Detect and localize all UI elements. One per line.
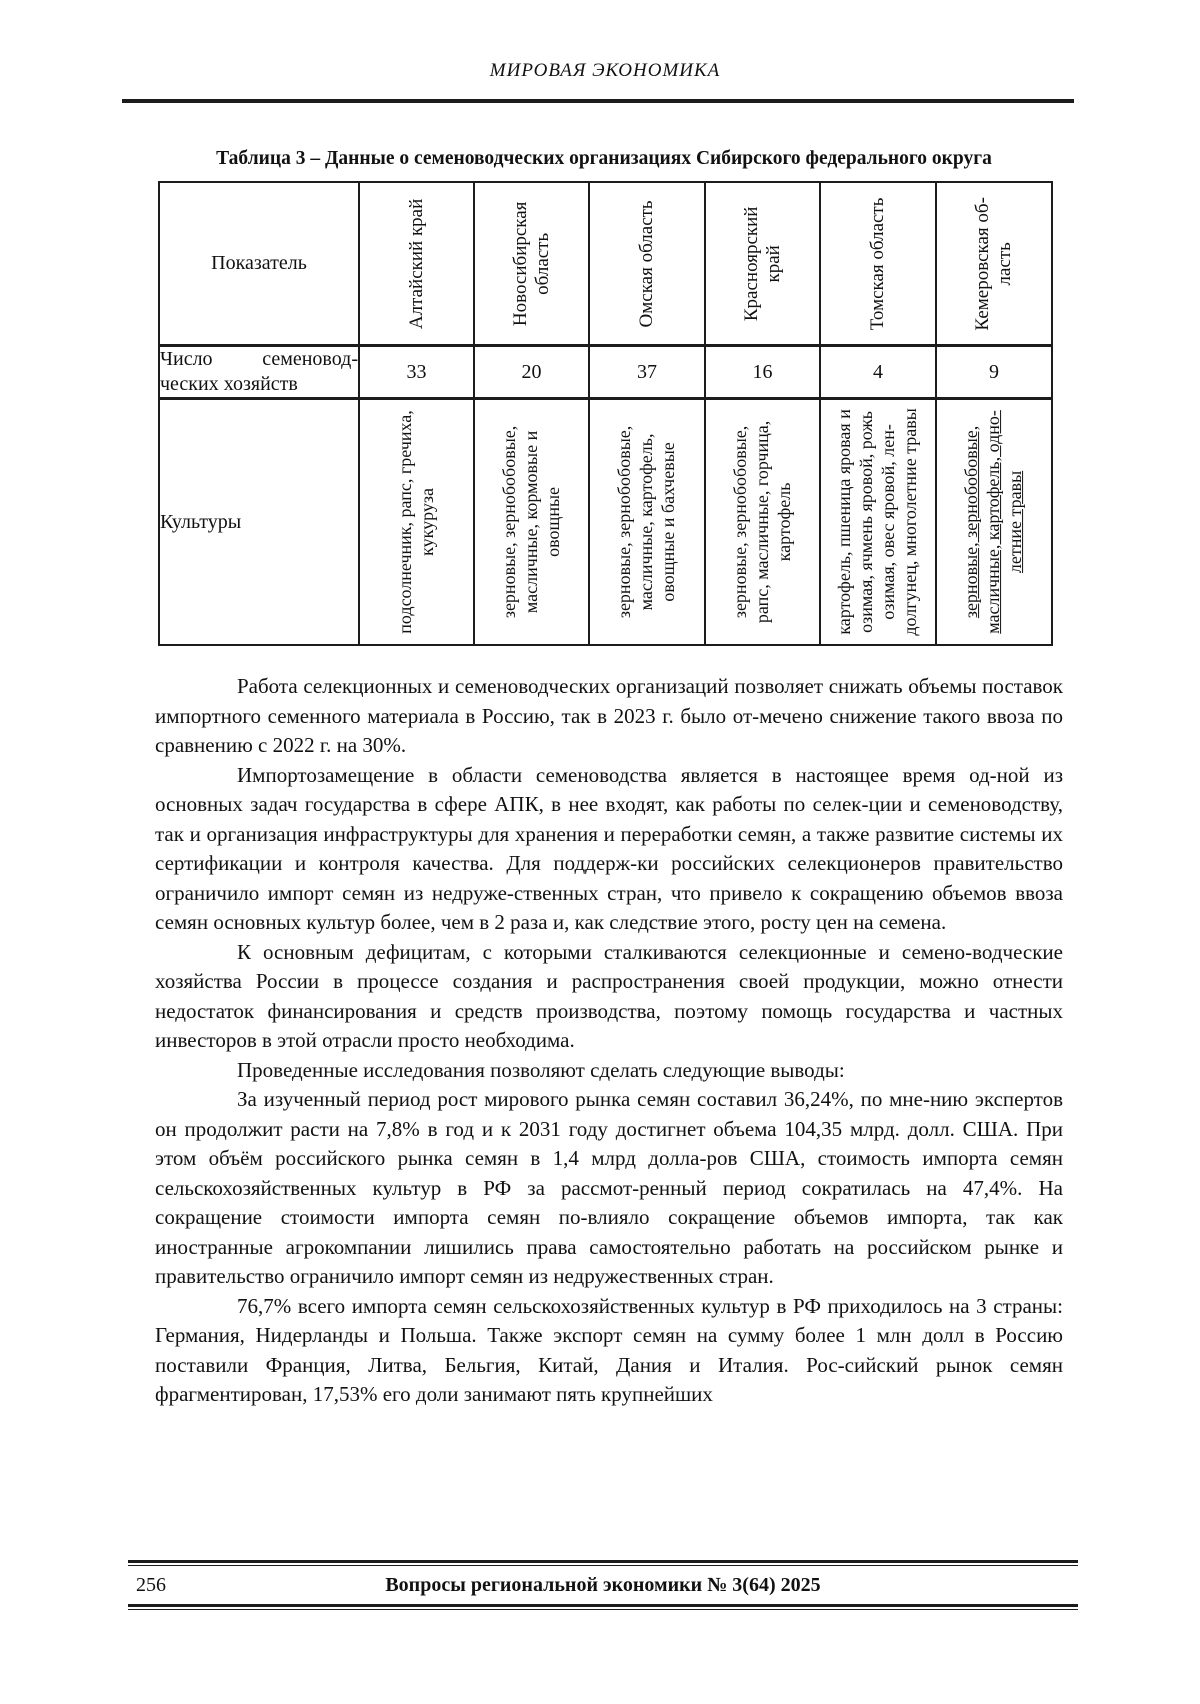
header-cell-region-altai: Алтайский край (358, 181, 475, 347)
farms-count-cell: 37 (588, 344, 706, 400)
crops-cell-krasnoyarsk: зерновые, зернобобовые, рапс, масличные,… (704, 397, 821, 646)
seed-organizations-table: Показатель Алтайский край Новосибирская … (158, 181, 1053, 646)
farms-count-cell: 9 (935, 344, 1053, 400)
header-cell-region-novosibirsk: Новосибирская область (473, 181, 590, 347)
footer-rule-bottom (128, 1604, 1078, 1610)
rotated-crops-text: зерновые, зернобобовые, масличные, карто… (614, 425, 678, 619)
header-cell-region-omsk: Омская область (588, 181, 706, 347)
rotated-crops-text: зерновые, зернобобовые, рапс, масличные,… (729, 420, 794, 624)
farms-count-cell: 20 (473, 344, 590, 400)
farms-count-row: Число семеновод-ческих хозяйств 33 20 37… (158, 344, 1053, 400)
rotated-region-label: Алтайский край (405, 198, 427, 329)
rotated-region-label: Омская область (636, 199, 658, 328)
journal-title: Вопросы региональной экономики № 3(64) 2… (385, 1574, 821, 1596)
crops-row-label: Культуры (158, 397, 360, 646)
running-head: МИРОВАЯ ЭКОНОМИКА (489, 60, 721, 81)
footer-rule-top (128, 1560, 1078, 1566)
rotated-crops-text: картофель, пшеница яровая и озимая, ячме… (834, 408, 920, 636)
article-body: Работа селекционных и семеноводческих ор… (155, 672, 1063, 1410)
rotated-crops-text-underlined: зерновые, зернобобовые, масличные, карто… (961, 410, 1025, 634)
crops-cell-novosibirsk: зерновые, зернобобовые, масличные, кормо… (473, 397, 590, 646)
rotated-region-label: Томская область (867, 197, 889, 330)
header-cell-region-kemerovo: Кемеровская об- ласть (935, 181, 1053, 347)
paragraph: Работа селекционных и семеноводческих ор… (155, 674, 1063, 757)
table-title: Таблица 3 – Данные о семеноводческих орг… (216, 148, 992, 169)
farms-row-label: Число семеновод-ческих хозяйств (158, 344, 360, 400)
paragraph: Проведенные исследования позволяют сдела… (237, 1057, 845, 1082)
crops-row: Культуры подсолнечник, рапс, гречиха, ку… (158, 397, 1053, 646)
footer: 256 Вопросы региональной экономики № 3(6… (128, 1574, 1078, 1600)
farms-count-cell: 4 (819, 344, 937, 400)
paragraph: Импортозамещение в области семеноводства… (155, 762, 1063, 935)
header-cell-indicator: Показатель (158, 181, 360, 347)
crops-cell-altai: подсолнечник, рапс, гречиха, кукуруза (358, 397, 475, 646)
paragraph: 76,7% всего импорта семян сельскохозяйст… (155, 1293, 1063, 1407)
rotated-region-label: Новосибирская область (509, 201, 553, 326)
rotated-crops-text: подсолнечник, рапс, гречиха, кукуруза (394, 410, 437, 634)
header-cell-region-tomsk: Томская область (819, 181, 937, 347)
paragraph: К основным дефицитам, с которыми сталкив… (155, 939, 1063, 1053)
farms-count-cell: 16 (704, 344, 821, 400)
crops-cell-kemerovo: зерновые, зернобобовые, масличные, карто… (935, 397, 1053, 646)
rotated-crops-text: зерновые, зернобобовые, масличные, кормо… (498, 425, 563, 619)
rotated-region-label: Кемеровская об- ласть (972, 196, 1015, 331)
farms-count-cell: 33 (358, 344, 475, 400)
header-cell-region-krasnoyarsk: Красноярский край (704, 181, 821, 347)
rotated-region-label: Красноярский край (740, 206, 784, 321)
crops-cell-tomsk: картофель, пшеница яровая и озимая, ячме… (819, 397, 937, 646)
page-number: 256 (136, 1574, 166, 1596)
table-header-row: Показатель Алтайский край Новосибирская … (158, 181, 1053, 347)
paragraph: За изученный период рост мирового рынка … (155, 1087, 1063, 1288)
crops-cell-omsk: зерновые, зернобобовые, масличные, карто… (588, 397, 706, 646)
header-rule (122, 99, 1074, 103)
